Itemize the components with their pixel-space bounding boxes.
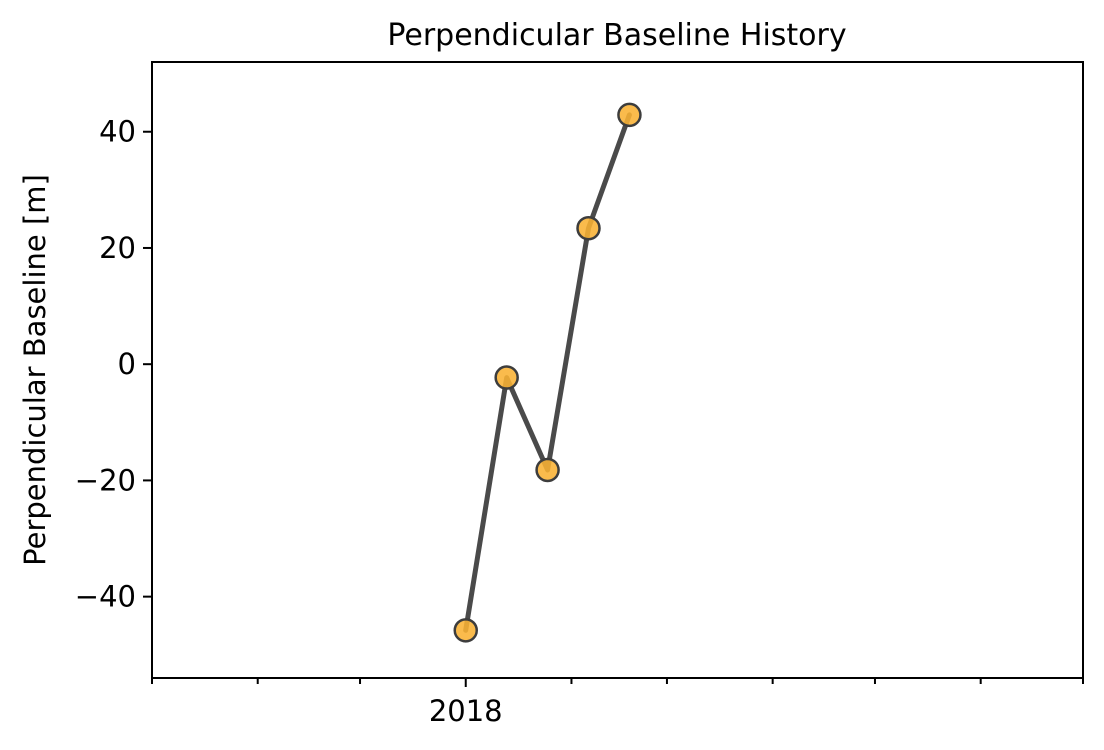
y-tick-label-4: 40: [99, 115, 136, 149]
x-axis-ticks: 2018: [151, 678, 1084, 728]
x-tick-label-3: 2018: [429, 694, 503, 728]
y-tick-label-1: −20: [75, 463, 136, 497]
y-tick-label-0: −40: [75, 580, 136, 614]
y-axis-ticks: −40 −20 0 20 40: [75, 115, 152, 614]
y-tick-label-3: 20: [99, 231, 136, 265]
data-point-4: [617, 102, 642, 128]
y-axis-label: Perpendicular Baseline [m]: [18, 174, 52, 566]
y-tick-label-2: 0: [118, 347, 136, 381]
data-point-3: [576, 215, 601, 241]
plot-area-frame: [151, 61, 1084, 679]
data-point-0: [453, 618, 478, 643]
data-point-2: [535, 457, 560, 483]
data-point-1: [494, 365, 519, 390]
series-line-0: [463, 112, 632, 633]
chart-title: Perpendicular Baseline History: [387, 18, 846, 53]
series-layer: [453, 102, 642, 643]
